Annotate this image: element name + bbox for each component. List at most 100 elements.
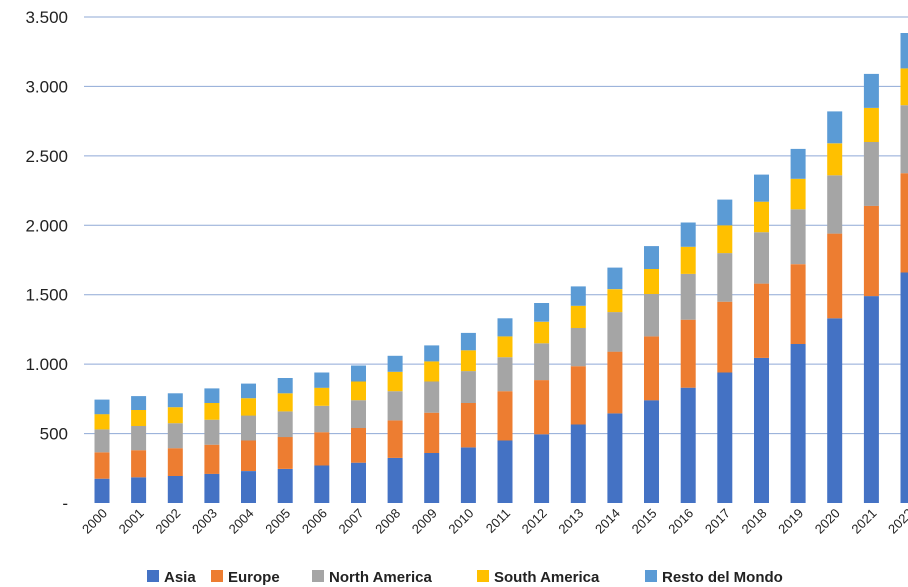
legend-label: Asia (164, 569, 196, 586)
x-tick-label: 2003 (189, 506, 220, 537)
bar-segment-europe (863, 205, 879, 297)
bar-segment-south-america (131, 410, 147, 426)
bar-segment-resto-del-mondo (534, 303, 550, 322)
x-tick-label: 2012 (519, 506, 550, 537)
legend-swatch (147, 570, 159, 582)
bar-segment-europe (314, 432, 330, 466)
bar-segment-resto-del-mondo (717, 199, 733, 226)
legend-swatch (645, 570, 657, 582)
x-tick-label: 2001 (116, 506, 147, 537)
bar-segment-asia (607, 413, 623, 503)
bar-segment-south-america (167, 407, 183, 424)
bar-segment-asia (460, 447, 476, 503)
legend-label: Resto del Mondo (662, 569, 783, 586)
bar-segment-south-america (827, 143, 843, 176)
bar-segment-asia (167, 475, 183, 503)
x-tick-label: 2016 (665, 506, 696, 537)
bar-segment-north-america (424, 381, 440, 413)
bar-segment-north-america (460, 371, 476, 403)
bar-segment-europe (460, 403, 476, 448)
x-tick-label: 2008 (372, 506, 403, 537)
bar-segment-north-america (863, 142, 879, 206)
bar-segment-asia (534, 434, 550, 503)
bar-segment-south-america (754, 201, 769, 233)
bar-segment-resto-del-mondo (790, 148, 806, 179)
bar-segment-south-america (351, 381, 366, 401)
x-tick-label: 2017 (702, 506, 733, 537)
bar-segment-asia (277, 469, 293, 503)
bar-segment-europe (387, 420, 403, 458)
bar-segment-south-america (900, 68, 908, 106)
bar-segment-europe (204, 444, 220, 474)
bar-segment-resto-del-mondo (314, 372, 330, 388)
bar-segment-resto-del-mondo (241, 383, 256, 399)
bar-segment-europe (424, 412, 440, 453)
x-tick-label: 2011 (483, 506, 513, 536)
bar-segment-europe (277, 437, 293, 469)
bar-segment-resto-del-mondo (754, 174, 769, 202)
bar-segment-asia (387, 457, 403, 503)
bar-segment-resto-del-mondo (424, 345, 440, 362)
legend-label: North America (329, 569, 432, 586)
bar-segment-south-america (644, 269, 659, 294)
bar-segment-south-america (863, 108, 879, 142)
y-tick-label: 1.500 (25, 286, 68, 305)
bar-segment-europe (644, 336, 659, 401)
bar-segment-europe (827, 233, 843, 319)
x-tick-label: 2013 (555, 506, 586, 537)
bar-segment-south-america (534, 321, 550, 344)
x-tick-label: 2007 (336, 506, 367, 537)
bar-segment-resto-del-mondo (607, 267, 623, 290)
bar-segment-europe (900, 173, 908, 273)
bar-segment-north-america (607, 312, 623, 352)
y-tick-label: 3.000 (25, 77, 68, 96)
bar-segment-north-america (167, 423, 183, 449)
bar-segment-europe (607, 351, 623, 414)
bar-segment-resto-del-mondo (204, 388, 220, 403)
legend-swatch (211, 570, 223, 582)
x-axis-ticks: 2000 2001 2002 2003 2004 2005 2006 2007 2008 2009… (79, 506, 908, 537)
y-axis-ticks: - 500 1.000 1.500 2.000 2.500 3.000 3.500 (25, 8, 68, 513)
bar-segment-north-america (387, 391, 403, 421)
bar-segment-resto-del-mondo (680, 222, 696, 247)
bar-segment-south-america (790, 178, 806, 210)
x-tick-label: 2000 (79, 506, 110, 537)
bar-segment-asia (863, 296, 879, 503)
bar-segment-north-america (277, 411, 293, 438)
bar-segment-north-america (900, 105, 908, 174)
bar-segment-asia (94, 478, 110, 503)
x-tick-label: 2014 (592, 506, 623, 537)
bar-segment-resto-del-mondo (277, 378, 293, 394)
bar-segment-europe (754, 283, 769, 358)
bar-segment-north-america (717, 253, 733, 302)
bar-segment-asia (314, 465, 330, 503)
bar-segment-north-america (204, 419, 220, 445)
bar-segment-resto-del-mondo (900, 33, 908, 69)
bar-segment-asia (204, 473, 220, 503)
bar-segment-south-america (314, 387, 330, 406)
bar-segment-south-america (570, 305, 586, 328)
x-tick-label: 2018 (739, 506, 770, 537)
bar-segment-south-america (717, 225, 733, 254)
y-tick-label: 3.500 (25, 8, 68, 27)
bar-segment-europe (131, 450, 147, 478)
bar-segment-north-america (644, 294, 659, 337)
bar-segment-resto-del-mondo (351, 365, 366, 382)
bar-segment-north-america (351, 400, 366, 428)
bar-segment-resto-del-mondo (497, 318, 513, 337)
bar-segment-asia (424, 453, 440, 503)
bar-segment-north-america (497, 357, 513, 392)
bar-segment-europe (790, 264, 806, 344)
bar-segment-north-america (94, 429, 110, 453)
x-tick-label: 2015 (629, 506, 660, 537)
x-tick-label: 2002 (152, 506, 183, 537)
x-tick-label: 2021 (848, 506, 879, 537)
legend-swatch (312, 570, 324, 582)
x-tick-label: 2005 (262, 506, 293, 537)
bar-segment-north-america (314, 405, 330, 433)
bar-segment-north-america (827, 175, 843, 234)
bar-segment-south-america (607, 289, 623, 313)
bar-segment-south-america (424, 361, 440, 382)
